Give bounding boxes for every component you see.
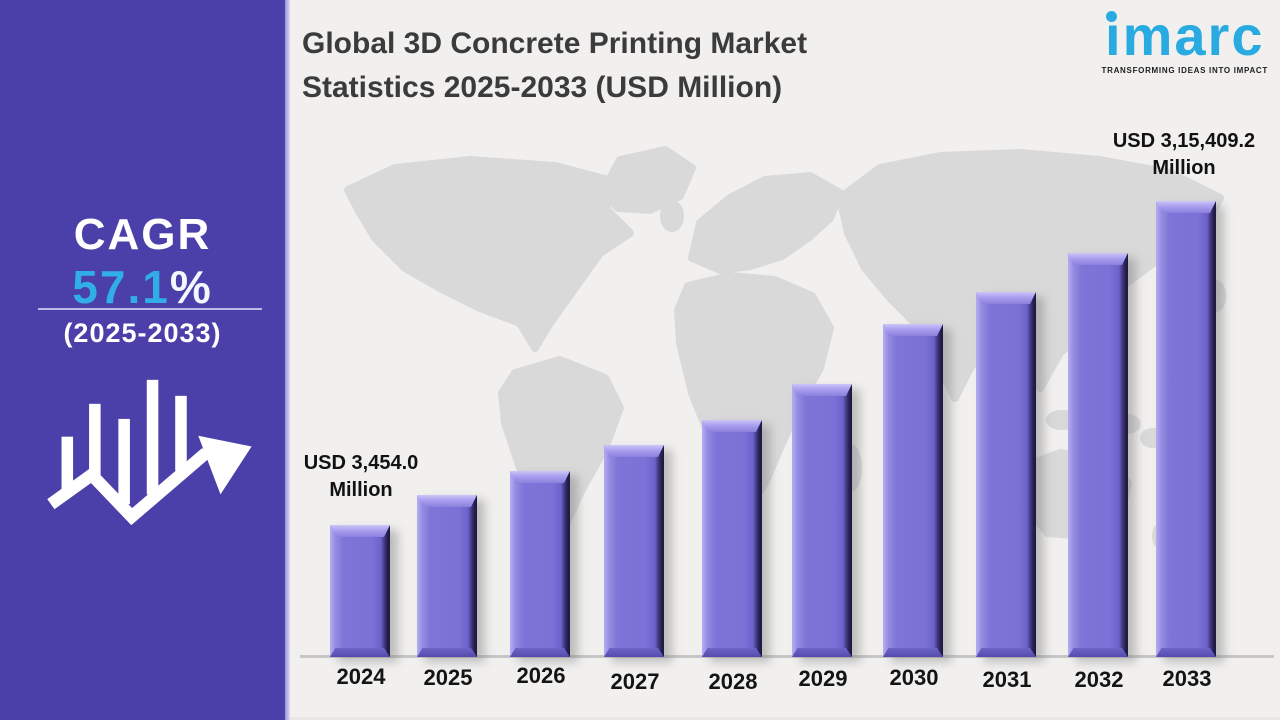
year-label-2030: 2030 — [889, 665, 939, 690]
data-label-2024-value: USD 3,454.0 — [303, 452, 419, 474]
year-label-2033: 2033 — [1162, 666, 1212, 691]
year-label-2027: 2027 — [610, 669, 660, 694]
x-axis-line — [300, 655, 1274, 658]
year-label-2029: 2029 — [798, 666, 848, 691]
bar-2029 — [792, 384, 852, 657]
chart-title-line1: Global 3D Concrete Printing Market — [302, 27, 808, 60]
imarc-wordmark: ımarc — [1102, 8, 1268, 64]
bar-2026 — [510, 471, 570, 657]
year-label-2026: 2026 — [516, 663, 566, 688]
cagr-period: (2025-2033) — [63, 318, 222, 348]
sidebar-panel: CAGR 57.1% (2025-2033) — [0, 0, 285, 720]
chart-title-line2: Statistics 2025-2033 (USD Million) — [302, 71, 783, 104]
data-label-2033-unit: Million — [1152, 157, 1216, 179]
data-label-2024: USD 3,454.0 Million — [266, 450, 456, 504]
bar-2032 — [1068, 253, 1128, 657]
data-label-2033: USD 3,15,409.2 Million — [1089, 128, 1279, 182]
cagr-value: 57.1% — [0, 260, 285, 314]
sidebar-divider-line — [38, 308, 262, 310]
bar-2025 — [417, 495, 477, 657]
cagr-number: 57.1 — [72, 261, 170, 313]
logo-i-dot-icon — [1105, 11, 1117, 22]
chart-panel: Global 3D Concrete Printing Market Statis… — [290, 0, 1280, 720]
year-label-2024: 2024 — [336, 664, 386, 689]
year-label-2031: 2031 — [982, 667, 1032, 692]
bar-2028 — [702, 420, 762, 657]
cagr-percent-sign: % — [169, 261, 213, 313]
year-label-2028: 2028 — [708, 669, 758, 694]
imarc-wordmark-text: ımarc — [1105, 4, 1265, 67]
year-label-2032: 2032 — [1074, 667, 1124, 692]
data-label-2024-unit: Million — [329, 479, 393, 501]
data-label-2033-value: USD 3,15,409.2 — [1112, 130, 1256, 152]
chart-title: Global 3D Concrete Printing Market Statis… — [302, 22, 807, 110]
bar-2033 — [1156, 201, 1216, 657]
bar-2030 — [883, 324, 943, 657]
logo-tagline: TRANSFORMING IDEAS INTO IMPACT — [1101, 66, 1268, 75]
cagr-label: CAGR — [73, 210, 212, 259]
bar-2024 — [330, 525, 390, 657]
bar-2031 — [976, 292, 1036, 657]
sidebar-edge-strip — [285, 0, 290, 720]
year-label-2025: 2025 — [423, 665, 473, 690]
growth-chart-arrow-icon — [47, 379, 252, 525]
bar-2027 — [604, 445, 664, 657]
imarc-logo: ımarc TRANSFORMING IDEAS INTO IMPACT — [1101, 8, 1268, 76]
bottom-edge-line — [290, 717, 1280, 720]
